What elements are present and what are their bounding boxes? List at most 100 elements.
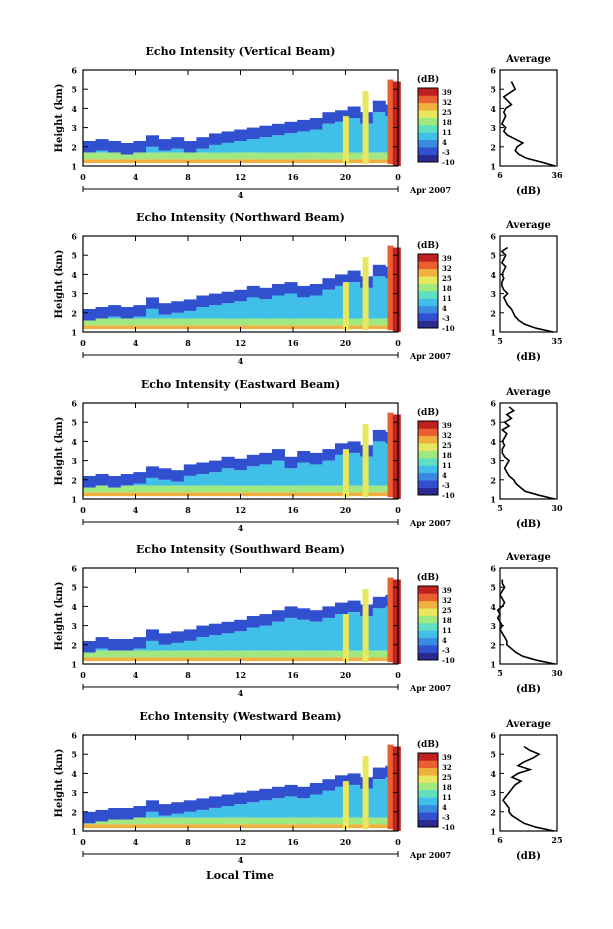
profile-xlabel: (dB) <box>516 851 541 862</box>
heatmap-cell <box>171 325 185 330</box>
heatmap-cell <box>83 318 96 326</box>
heatmap-cell <box>297 619 311 651</box>
panel-title: Echo Intensity (Vertical Beam) <box>145 45 335 58</box>
y-tick-label: 4 <box>71 270 77 280</box>
heatmap-cell <box>259 318 273 326</box>
heatmap-cell <box>322 817 336 825</box>
profile-x-tick-label: 6 <box>497 835 503 845</box>
heatmap-cell <box>362 424 369 498</box>
colorbar-tick-label: 4 <box>442 138 447 147</box>
y-tick-label: 1 <box>71 827 77 837</box>
heatmap-cell <box>272 485 285 493</box>
x-tick-label: 16 <box>287 505 299 515</box>
date-label: Apr 2007 <box>409 850 451 860</box>
heatmap-cell <box>133 650 147 658</box>
heatmap-cell <box>196 798 210 810</box>
colorbar-tick-label: -3 <box>442 646 450 655</box>
y-tick-label: 4 <box>71 104 77 114</box>
heatmap-cell <box>387 577 394 663</box>
colorbar-tick-label: -10 <box>442 324 455 333</box>
heatmap-cell <box>372 596 386 609</box>
heatmap-cell <box>246 824 260 829</box>
heatmap-cell <box>108 159 122 164</box>
heatmap-cell <box>120 485 134 493</box>
profile-y-tick-label: 3 <box>490 621 496 631</box>
heatmap-cell <box>133 325 147 330</box>
colorbar-segment <box>418 254 438 262</box>
heatmap-cell <box>372 318 386 326</box>
heatmap-cell <box>272 325 285 330</box>
heatmap-cell <box>183 318 197 326</box>
heatmap-cell <box>83 641 96 653</box>
colorbar-segment <box>418 261 438 270</box>
heatmap-cell <box>272 318 285 326</box>
colorbar-tick-label: 25 <box>442 108 452 117</box>
heatmap-cell <box>372 608 386 651</box>
profile-y-tick-label: 2 <box>490 640 496 650</box>
heatmap-cell <box>284 485 298 493</box>
profile-xlabel: (dB) <box>516 684 541 695</box>
panel-title: Echo Intensity (Northward Beam) <box>136 211 345 224</box>
heatmap-cell <box>362 91 369 165</box>
heatmap-cell <box>95 318 109 326</box>
heatmap-cell <box>146 318 159 326</box>
heatmap-cell <box>171 152 185 160</box>
profile-x-tick-label: 36 <box>551 170 563 180</box>
profile-y-tick-label: 6 <box>490 232 496 242</box>
heatmap-cell <box>246 152 260 160</box>
heatmap-cell <box>120 318 134 326</box>
heatmap-cell <box>183 485 197 493</box>
heatmap-cell <box>322 779 336 791</box>
heatmap-cell <box>309 492 323 497</box>
heatmap-cell <box>158 657 172 662</box>
heatmap-cell <box>146 641 159 651</box>
colorbar-tick-label: 39 <box>442 753 452 762</box>
heatmap-cell <box>309 284 323 296</box>
profile-y-tick-label: 6 <box>490 66 496 76</box>
colorbar-tick-label: 32 <box>442 264 452 273</box>
profile-y-tick-label: 1 <box>490 660 496 670</box>
colorbar-segment <box>418 472 438 481</box>
heatmap-cell <box>309 610 323 622</box>
heatmap-cell <box>246 297 260 319</box>
colorbar-tick-label: 11 <box>442 626 452 635</box>
profile-line <box>500 406 555 500</box>
heatmap-cell <box>322 449 336 461</box>
y-tick-label: 1 <box>71 328 77 338</box>
profile-y-tick-label: 6 <box>490 564 496 574</box>
heatmap-cell <box>158 314 172 319</box>
x-tick-label: 0 <box>395 338 401 348</box>
y-tick-label: 6 <box>71 399 77 409</box>
heatmap-cell <box>297 131 311 153</box>
heatmap-cell <box>259 464 273 486</box>
heatmap-cell <box>234 289 248 302</box>
heatmap-cell <box>309 159 323 164</box>
heatmap-cell <box>372 485 386 493</box>
heatmap-cell <box>158 325 172 330</box>
colorbar-segment <box>418 767 438 776</box>
profile-y-tick-label: 2 <box>490 807 496 817</box>
x-tick-label: 12 <box>235 837 246 847</box>
heatmap-cell <box>347 612 361 651</box>
colorbar-tick-label: -3 <box>442 314 450 323</box>
heatmap-cell <box>108 141 122 153</box>
heatmap-cell <box>284 824 298 829</box>
heatmap-cell <box>387 245 394 331</box>
heatmap-cell <box>259 492 273 497</box>
profile-frame <box>499 69 558 167</box>
heatmap-cell <box>196 625 210 638</box>
heatmap-cell <box>259 137 273 153</box>
heatmap-cell <box>108 639 122 651</box>
heatmap-cell <box>309 452 323 465</box>
profile-line <box>500 246 554 333</box>
profile-xlabel: (dB) <box>516 519 541 530</box>
heatmap-cell <box>146 466 159 478</box>
profile-y-tick-label: 2 <box>490 308 496 318</box>
colorbar-tick-label: 32 <box>442 763 452 772</box>
heatmap-cell <box>246 817 260 825</box>
heatmap-cell <box>196 318 210 326</box>
heatmap-cell <box>272 817 285 825</box>
heatmap-cell <box>372 152 386 160</box>
heatmap-cell <box>83 325 96 330</box>
heatmap-cell <box>158 479 172 486</box>
